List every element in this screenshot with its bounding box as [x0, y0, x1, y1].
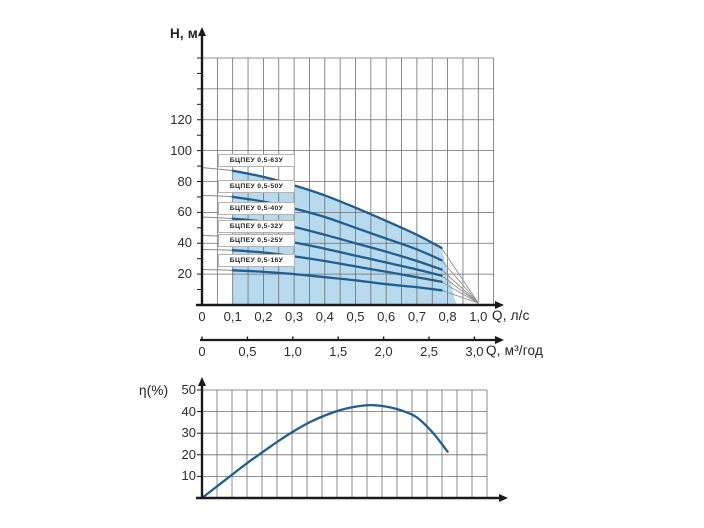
pump-curve [231, 169, 443, 250]
main-x-tick-label: 0,3 [285, 309, 304, 324]
curve-label-chip: БЦПЕУ 0,5-16У [218, 253, 295, 267]
fan-line [441, 275, 479, 304]
main-x-tick-label: 0,4 [315, 309, 334, 324]
curve-label-chip: БЦПЕУ 0,5-32У [218, 219, 295, 233]
pump-curve [231, 249, 443, 283]
eff-y-tick-label: 40 [181, 403, 196, 419]
main-x-tick-label: 0,5 [346, 309, 365, 324]
main-y-tick-label: 120 [170, 111, 192, 127]
curve-label-chip: БЦПЕУ 0,5-50У [218, 180, 295, 194]
main-x-tick-label: 0,6 [377, 309, 396, 324]
curve-label-chip: БЦПЕУ 0,5-40У [218, 202, 295, 216]
secondary-x-tick-label: 2,0 [374, 344, 393, 359]
secondary-x-tick-label: 1,0 [283, 344, 302, 359]
pump-curve [231, 269, 443, 292]
fan-line [441, 259, 479, 304]
fan-line [441, 269, 479, 304]
main-x-tick-label: 0,8 [438, 309, 457, 324]
eff-y-tick-label: 30 [181, 425, 196, 441]
eff-y-tick-label: 10 [181, 468, 196, 484]
secondary-x-tick-label: 2,5 [419, 344, 439, 359]
secondary-x-tick-label: 0,5 [238, 344, 257, 359]
main-x-tick-label: 0,1 [223, 309, 242, 324]
fan-line [441, 281, 479, 304]
main-y-tick-label: 40 [177, 235, 192, 251]
main-x-tick-label: 0 [198, 309, 206, 324]
main-x-axis-title-primary: Q, л/с [492, 308, 530, 323]
main-y-tick-label: 60 [177, 204, 192, 220]
main-y-tick-label: 100 [170, 142, 192, 158]
main-x-axis-title-secondary: Q, м³/год [486, 343, 544, 358]
main-y-axis-title: Н, м [169, 26, 198, 41]
curve-label-chip: БЦПЕУ 0,5-63У [218, 154, 295, 168]
main-y-tick-label: 20 [177, 266, 192, 282]
main-x-tick-label: 1,0 [469, 309, 488, 324]
main-x-tick-label: 0,7 [407, 309, 426, 324]
eff-y-tick-label: 20 [181, 446, 196, 462]
secondary-x-tick-label: 0 [198, 344, 206, 359]
fan-line [441, 247, 479, 304]
efficiency-curve [200, 403, 449, 500]
secondary-x-tick-label: 1,5 [329, 344, 348, 359]
eff-y-tick-label: 50 [181, 382, 196, 397]
efficiency-y-axis-title: η(%) [139, 383, 169, 398]
fan-line [441, 289, 479, 304]
main-x-tick-label: 0,2 [254, 309, 273, 324]
curve-label-chip: БЦПЕУ 0,5-25У [218, 233, 295, 247]
main-y-tick-label: 80 [177, 173, 192, 189]
secondary-x-tick-label: 3,0 [465, 344, 484, 359]
